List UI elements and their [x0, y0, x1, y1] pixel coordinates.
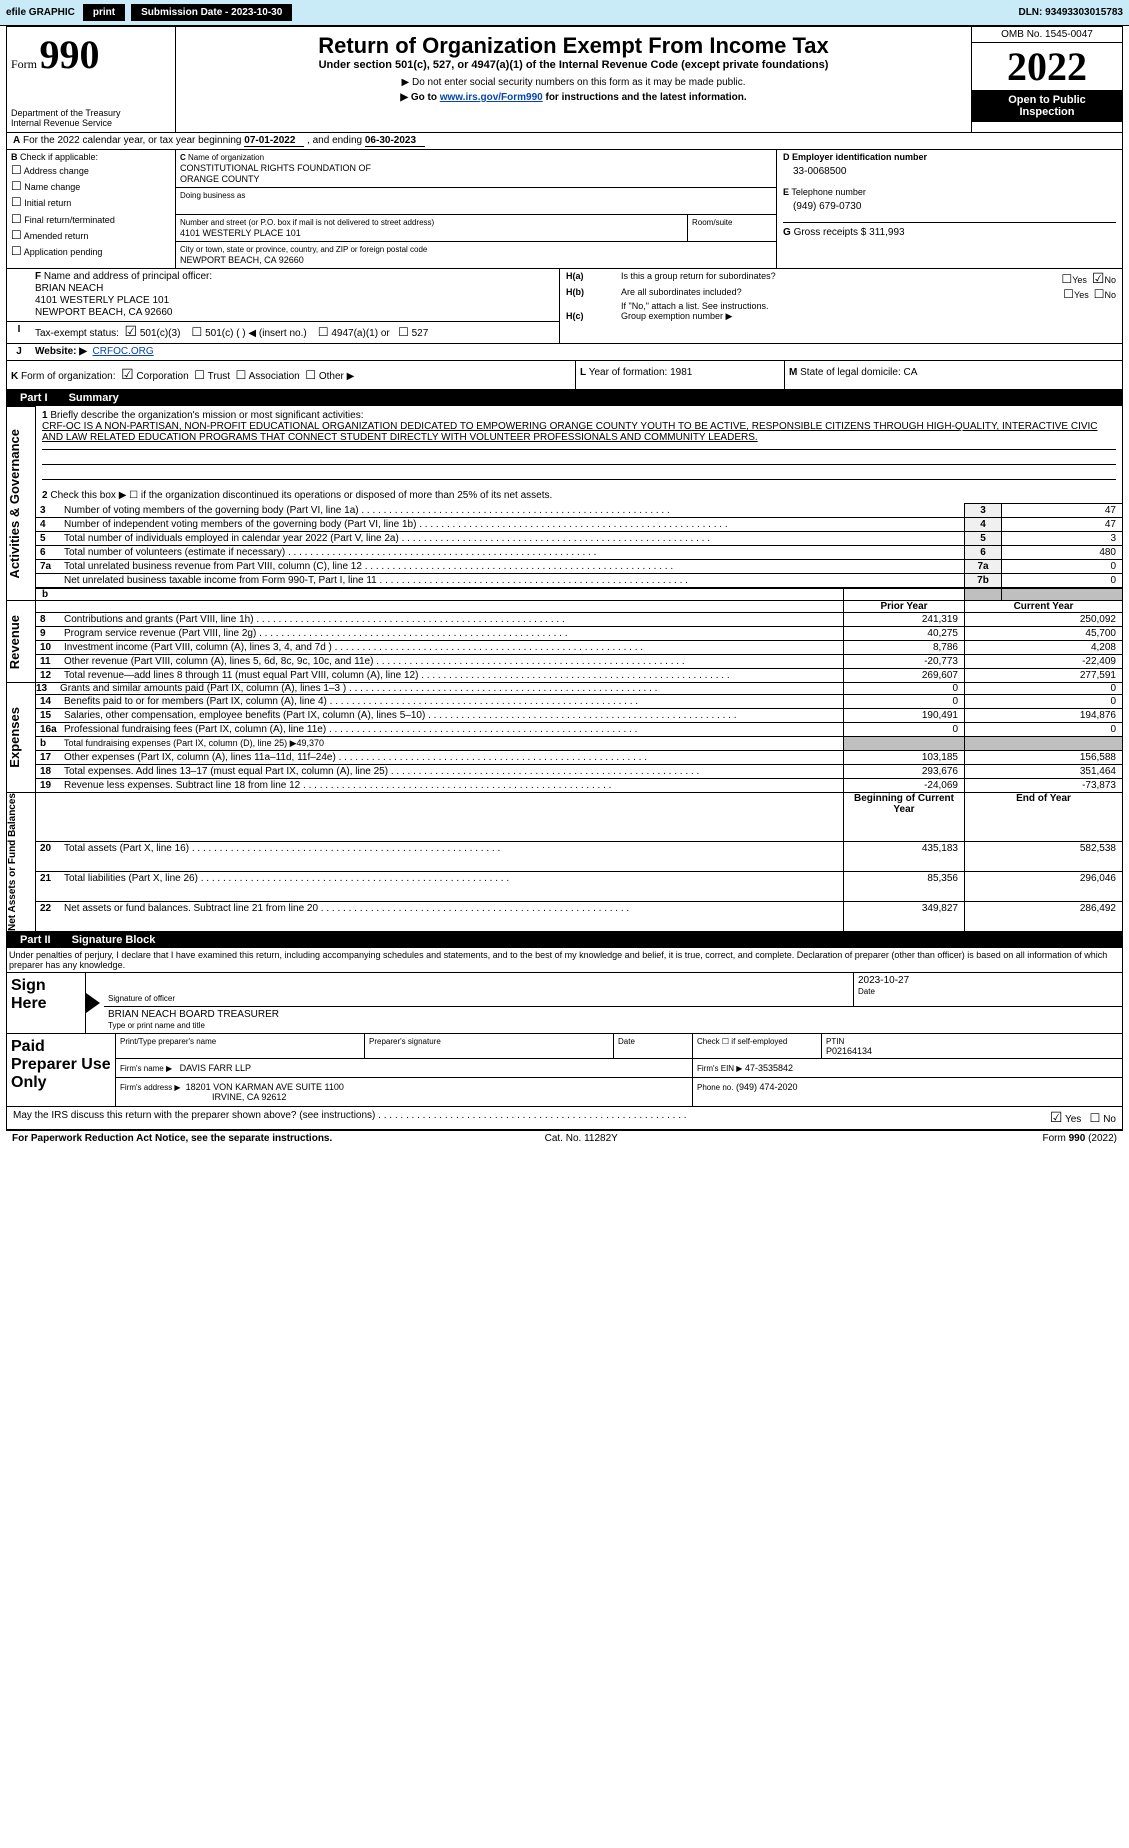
omb-number: OMB No. 1545-0047 [972, 27, 1122, 43]
submission-date-button[interactable]: Submission Date - 2023-10-30 [131, 4, 292, 21]
table-row: 8Contributions and grants (Part VIII, li… [7, 613, 1123, 627]
table-row: 15Salaries, other compensation, employee… [7, 709, 1123, 723]
firm-address-2: IRVINE, CA 92612 [212, 1092, 286, 1102]
part-i-header: Part I Summary [6, 390, 1123, 406]
entity-block: B Check if applicable: ☐ Address change … [6, 150, 1123, 269]
firm-name: DAVIS FARR LLP [180, 1063, 251, 1073]
table-row: 22Net assets or fund balances. Subtract … [7, 902, 1123, 932]
table-row: 10Investment income (Part VIII, column (… [7, 641, 1123, 655]
efile-topbar: efile GRAPHIC print Submission Date - 20… [0, 0, 1129, 26]
part-ii-header: Part II Signature Block [6, 932, 1123, 948]
part-i-table: Activities & Governance 1 Briefly descri… [6, 406, 1123, 933]
firm-phone: (949) 474-2020 [736, 1082, 798, 1092]
table-row: 19Revenue less expenses. Subtract line 1… [7, 779, 1123, 793]
print-button[interactable]: print [83, 4, 125, 21]
table-row: 5Total number of individuals employed in… [7, 532, 1123, 546]
officer-name-title: BRIAN NEACH BOARD TREASURER [108, 1009, 1118, 1020]
firm-ein: 47-3535842 [745, 1063, 793, 1073]
irs-link[interactable]: www.irs.gov/Form990 [440, 92, 543, 103]
table-row: 7aTotal unrelated business revenue from … [7, 560, 1123, 574]
table-row: Net unrelated business taxable income fr… [7, 574, 1123, 589]
form-subtitle: Under section 501(c), 527, or 4947(a)(1)… [180, 59, 967, 71]
sidebar-revenue: Revenue [7, 615, 22, 669]
officer-street: 4101 WESTERLY PLACE 101 [35, 295, 169, 306]
year-formation: 1981 [670, 367, 692, 378]
table-row: 17Other expenses (Part IX, column (A), l… [7, 751, 1123, 765]
fhi-block: F Name and address of principal officer:… [6, 269, 1123, 361]
goto-instructions: ▶ Go to www.irs.gov/Form990 for instruct… [180, 92, 967, 103]
dln-label: DLN: 93493303015783 [1018, 7, 1123, 18]
efile-label: efile GRAPHIC [6, 7, 75, 18]
sidebar-governance: Activities & Governance [7, 429, 22, 579]
website-link[interactable]: CRFOC.ORG [93, 346, 154, 357]
table-row: bTotal fundraising expenses (Part IX, co… [7, 737, 1123, 751]
perjury-statement: Under penalties of perjury, I declare th… [6, 948, 1123, 973]
city-state-zip: NEWPORT BEACH, CA 92660 [180, 255, 304, 265]
form-number: Form 990 [11, 31, 171, 78]
firm-address-1: 18201 VON KARMAN AVE SUITE 1100 [186, 1082, 344, 1092]
officer-name: BRIAN NEACH [35, 283, 103, 294]
table-row: 9Program service revenue (Part VIII, lin… [7, 627, 1123, 641]
org-name-2: ORANGE COUNTY [180, 174, 260, 184]
table-row: 20Total assets (Part X, line 16)435,1835… [7, 842, 1123, 872]
table-row: 21Total liabilities (Part X, line 26)85,… [7, 872, 1123, 902]
open-to-public: Open to Public Inspection [972, 90, 1122, 122]
klm-block: K Form of organization: ☑ Corporation ☐ … [6, 361, 1123, 390]
check-applicable-list: ☐ Address change ☐ Name change ☐ Initial… [11, 162, 171, 259]
tax-year: 2022 [972, 43, 1122, 90]
dept-irs: Internal Revenue Service [11, 118, 171, 128]
telephone: (949) 679-0730 [793, 201, 1116, 212]
paid-preparer-block: Paid Preparer Use Only Print/Type prepar… [6, 1034, 1123, 1107]
discuss-row: May the IRS discuss this return with the… [6, 1107, 1123, 1130]
sign-here-block: Sign Here Signature of officer 2023-10-2… [6, 973, 1123, 1034]
officer-city: NEWPORT BEACH, CA 92660 [35, 307, 172, 318]
form-header: Form 990 Department of the Treasury Inte… [6, 26, 1123, 133]
street-address: 4101 WESTERLY PLACE 101 [180, 228, 301, 238]
page-footer: For Paperwork Reduction Act Notice, see … [6, 1130, 1123, 1146]
dept-treasury: Department of the Treasury [11, 108, 171, 118]
table-row: 6Total number of volunteers (estimate if… [7, 546, 1123, 560]
table-row: 12Total revenue—add lines 8 through 11 (… [7, 669, 1123, 683]
table-row: 3Number of voting members of the governi… [7, 504, 1123, 518]
table-row: 16aProfessional fundraising fees (Part I… [7, 723, 1123, 737]
ein: 33-0068500 [793, 166, 1116, 177]
state-domicile: CA [904, 367, 918, 378]
sign-date: 2023-10-27 [858, 975, 1118, 986]
table-row: 4Number of independent voting members of… [7, 518, 1123, 532]
ptin: P02164134 [826, 1046, 872, 1056]
ssn-warning: ▶ Do not enter social security numbers o… [180, 77, 967, 88]
table-row: 14Benefits paid to or for members (Part … [7, 695, 1123, 709]
table-row: 18Total expenses. Add lines 13–17 (must … [7, 765, 1123, 779]
sidebar-expenses: Expenses [7, 707, 22, 768]
mission-text: CRF-OC IS A NON-PARTISAN, NON-PROFIT EDU… [42, 421, 1098, 443]
arrow-icon [86, 993, 100, 1013]
table-row: 11Other revenue (Part VIII, column (A), … [7, 655, 1123, 669]
gross-receipts: 311,993 [869, 227, 904, 238]
line-a: A For the 2022 calendar year, or tax yea… [6, 133, 1123, 150]
org-name-1: CONSTITUTIONAL RIGHTS FOUNDATION OF [180, 163, 371, 173]
form-title: Return of Organization Exempt From Incom… [180, 33, 967, 59]
sidebar-net-assets: Net Assets or Fund Balances [7, 793, 18, 931]
